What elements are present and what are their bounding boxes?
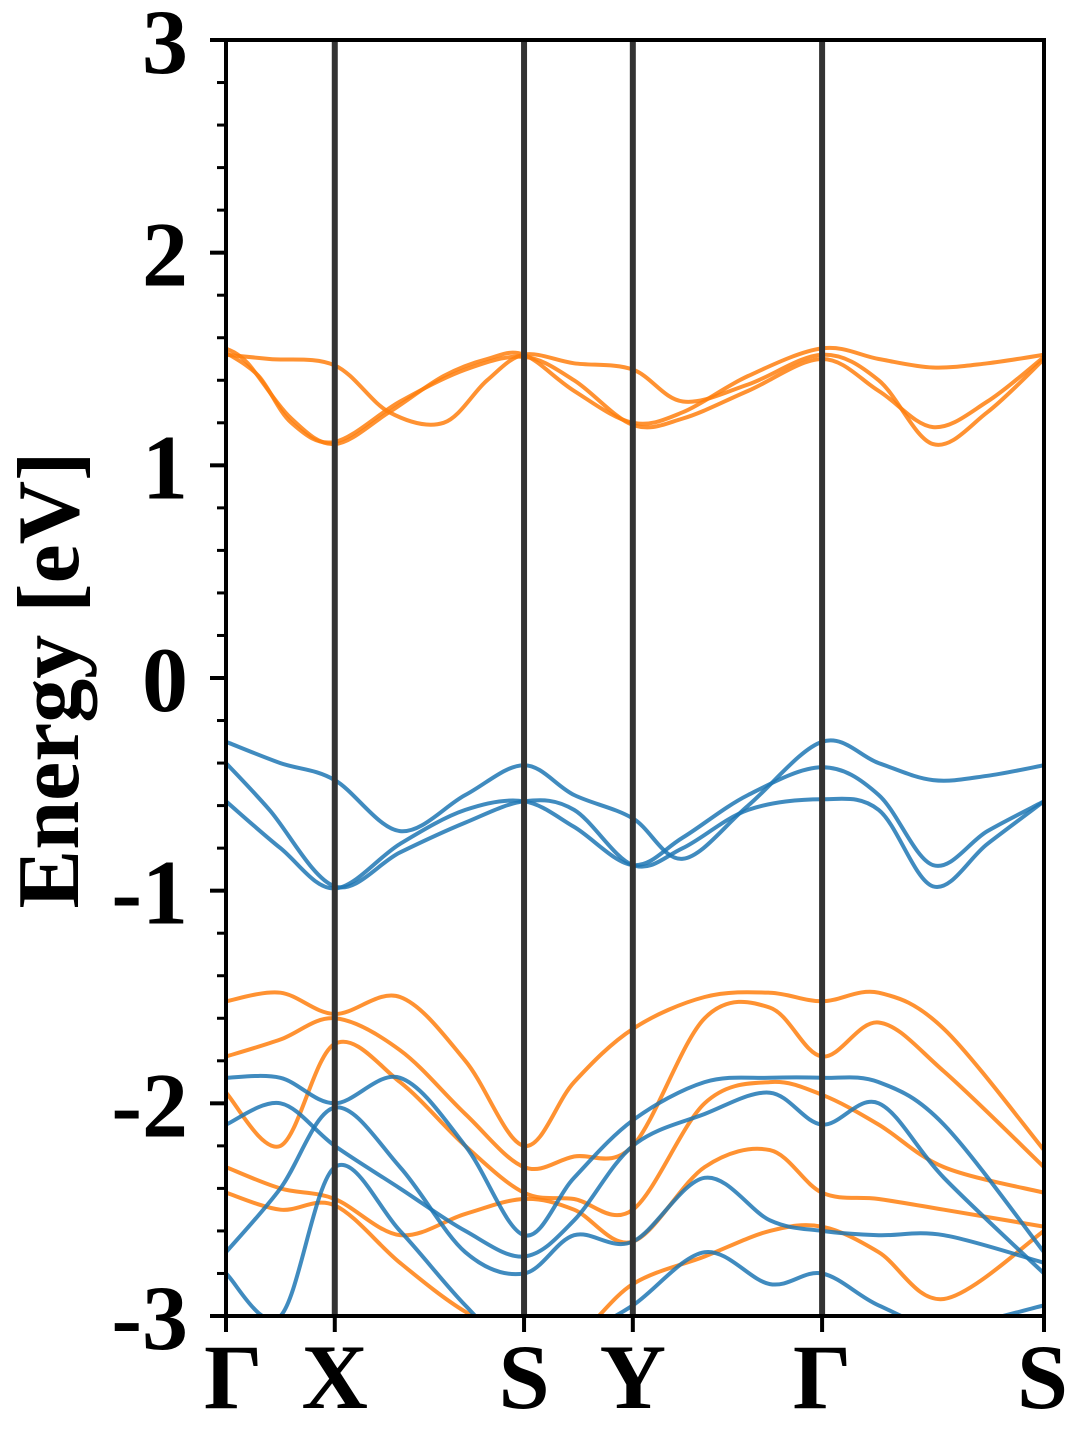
y-tick-label: -2	[111, 1054, 188, 1156]
x-tick-label: Y	[600, 1326, 666, 1428]
band-cb-3	[226, 350, 1044, 445]
y-tick-label: 0	[142, 629, 188, 731]
x-tick-label: Γ	[204, 1326, 263, 1428]
y-tick-label: 3	[142, 0, 188, 93]
y-tick-label: 1	[142, 416, 188, 518]
y-tick-label: 2	[142, 204, 188, 306]
band-lb-b1	[226, 1073, 1044, 1255]
y-axis-label: Energy [eV]	[1, 452, 98, 909]
x-tick-label: S	[1017, 1326, 1068, 1428]
x-tick-label: X	[302, 1326, 368, 1428]
band-cb-2	[226, 352, 1044, 447]
y-tick-label: -1	[111, 842, 188, 944]
x-tick-label: Γ	[793, 1326, 852, 1428]
y-tick-label: -3	[111, 1267, 188, 1369]
band-lb-o1	[226, 989, 1044, 1153]
kpoint-lines	[331, 40, 826, 1316]
x-tick-label: S	[498, 1326, 549, 1428]
y-ticks: 3 2 1 0 -1 -2 -3	[111, 0, 226, 1369]
band-lb-b2	[226, 1090, 1044, 1276]
band-lb-o5	[226, 1190, 1044, 1316]
